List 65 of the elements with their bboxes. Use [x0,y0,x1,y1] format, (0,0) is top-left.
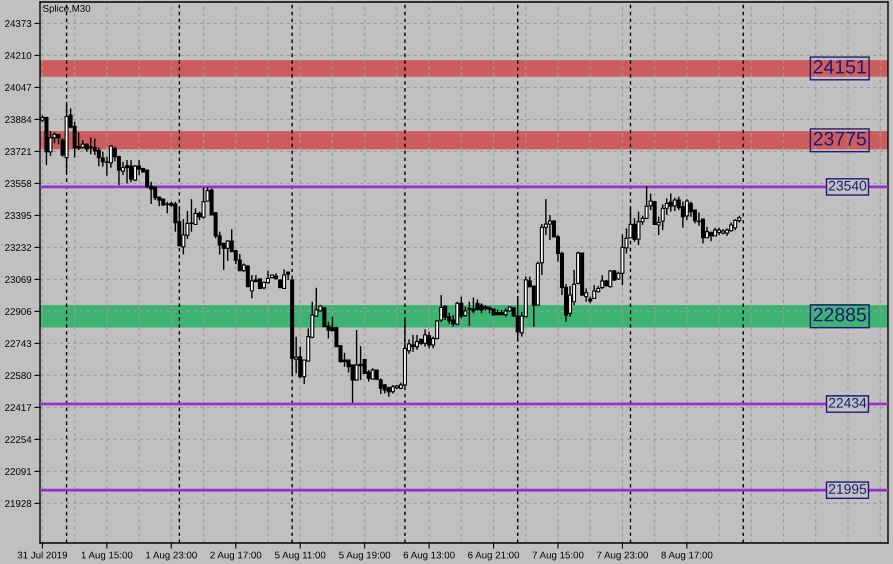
candlestick [423,328,428,348]
candlestick [133,164,138,182]
y-tick-label: 24047 [5,84,32,92]
y-tick-label: 21928 [5,500,32,507]
candlestick [733,218,738,231]
ref-line-label: 21995 [828,484,866,494]
x-tick-label: 2 Aug 17:00 [210,552,262,560]
y-tick-label: 22091 [5,468,32,475]
candlestick [729,222,734,232]
candlestick [516,295,520,342]
candlestick [282,268,286,290]
candlestick [600,274,604,290]
candlestick [354,329,359,381]
band-label: 24151 [814,60,866,74]
x-tick-label: 1 Aug 15:00 [82,552,132,560]
x-tick-label: 8 Aug 17:00 [661,552,712,560]
x-tick-label: 31 Jul 2019 [18,551,68,558]
y-tick-label: 22743 [5,340,32,347]
y-tick-label: 23884 [5,116,32,124]
candlestick [153,186,158,201]
candlestick [88,136,93,156]
x-tick-label: 6 Aug 13:00 [404,552,455,560]
candlestick [202,187,206,220]
chart-title: Splice,M30 [42,4,90,14]
candlestick [386,386,391,398]
x-tick-label: 1 Aug 23:00 [146,552,197,560]
candlestick [592,284,596,300]
candlestick [608,269,612,288]
y-tick-label: 24373 [5,20,32,28]
ref-line-label: 23540 [828,180,866,191]
candlestick [467,301,472,326]
y-tick-label: 22580 [5,372,32,379]
candlestick [680,200,685,228]
candlestick [370,368,375,380]
x-tick-label: 5 Aug 11:00 [274,552,326,560]
y-tick-label: 23395 [5,212,32,219]
ref-line-label: 22434 [828,398,866,408]
y-tick-label: 22906 [5,308,32,315]
y-tick-label: 22417 [5,404,32,411]
band-label: 22885 [814,308,866,322]
candlestick [709,230,714,242]
candlestick [475,298,480,312]
y-tick-label: 23069 [5,276,32,283]
candlestick [165,201,170,214]
y-tick-label: 22254 [5,436,32,443]
candlestick [479,302,484,314]
candlestick [668,192,673,212]
candlestick [636,210,641,246]
candlestick [238,253,242,272]
candlestick [672,197,677,212]
candlestick [427,331,432,349]
y-tick-label: 23232 [5,244,32,251]
x-tick-label: 7 Aug 23:00 [596,552,648,560]
x-tick-label: 5 Aug 19:00 [339,552,390,560]
candlestick [129,159,134,184]
candlestick [415,334,420,351]
candlestick [688,200,693,218]
y-tick-label: 24210 [5,52,32,60]
candlestick [124,159,130,184]
x-tick-label: 6 Aug 21:00 [468,552,520,560]
x-tick-label: 7 Aug 15:00 [532,552,584,560]
candlestick [410,334,415,352]
band-label: 23775 [814,132,866,146]
y-tick-label: 23721 [5,148,32,155]
y-tick-label: 23558 [5,180,32,187]
